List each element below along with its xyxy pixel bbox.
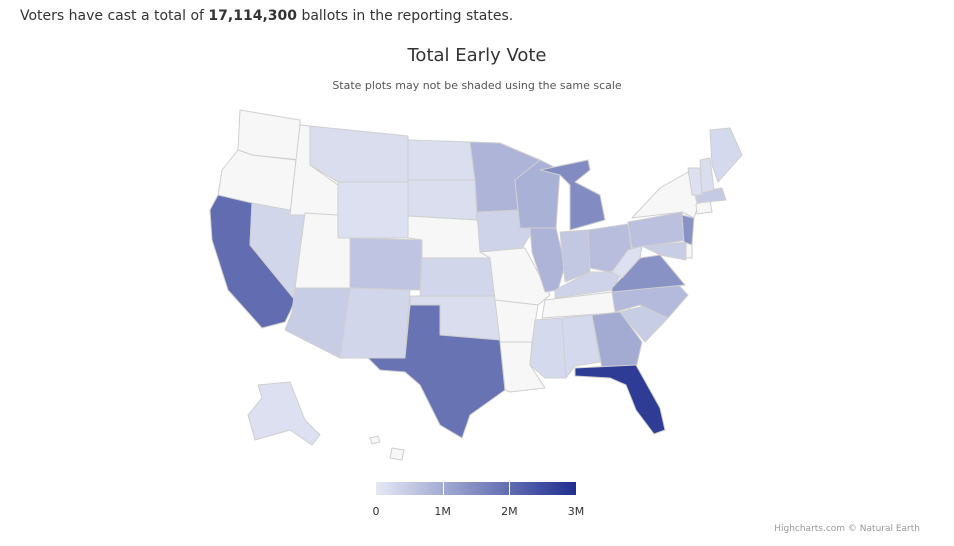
summary-total: 17,114,300 bbox=[208, 8, 297, 24]
state-ms[interactable] bbox=[529, 317, 567, 379]
chart-subtitle: State plots may not be shaded using the … bbox=[332, 79, 622, 92]
state-vt[interactable] bbox=[687, 167, 703, 196]
state-co[interactable] bbox=[349, 237, 423, 291]
state-nj[interactable] bbox=[681, 214, 695, 246]
legend-tick-0: 0 bbox=[372, 505, 380, 518]
chart-title: Total Early Vote bbox=[407, 45, 547, 66]
legend-tick-3: 3M bbox=[567, 505, 585, 518]
summary-text: Voters have cast a total of 17,114,300 b… bbox=[20, 8, 513, 24]
legend-gradient bbox=[376, 482, 576, 495]
state-nh[interactable] bbox=[699, 157, 715, 194]
map-credits[interactable]: Highcharts.com © Natural Earth bbox=[774, 524, 920, 534]
state-mi[interactable] bbox=[539, 159, 606, 231]
state-la[interactable] bbox=[499, 341, 546, 393]
legend-tick-1: 1M bbox=[434, 505, 451, 518]
state-me[interactable] bbox=[709, 127, 743, 183]
state-mt[interactable] bbox=[309, 125, 409, 183]
state-md[interactable] bbox=[641, 241, 689, 261]
state-ia[interactable] bbox=[476, 209, 533, 253]
legend-divider bbox=[442, 482, 444, 495]
state-ak[interactable] bbox=[247, 381, 321, 446]
state-hi[interactable] bbox=[369, 435, 381, 445]
state-sd[interactable] bbox=[407, 179, 478, 221]
state-az[interactable] bbox=[284, 287, 351, 359]
state-hi-2[interactable] bbox=[389, 447, 405, 461]
state-fl[interactable] bbox=[574, 364, 666, 435]
state-al[interactable] bbox=[561, 314, 601, 379]
summary-prefix: Voters have cast a total of bbox=[20, 8, 204, 24]
state-wy[interactable] bbox=[337, 181, 409, 239]
state-ar[interactable] bbox=[494, 299, 539, 343]
state-nd[interactable] bbox=[407, 139, 476, 181]
legend-tick-2: 2M bbox=[501, 505, 518, 518]
state-ks[interactable] bbox=[419, 257, 496, 297]
state-wa[interactable] bbox=[237, 109, 301, 161]
summary-suffix: ballots in the reporting states. bbox=[301, 8, 514, 24]
state-ga[interactable] bbox=[591, 311, 643, 369]
state-ny[interactable] bbox=[631, 171, 699, 219]
state-nm[interactable] bbox=[339, 287, 411, 359]
legend-divider bbox=[509, 482, 511, 495]
state-wv[interactable] bbox=[611, 245, 643, 279]
state-tx[interactable] bbox=[367, 304, 506, 439]
state-wi[interactable] bbox=[514, 159, 561, 229]
